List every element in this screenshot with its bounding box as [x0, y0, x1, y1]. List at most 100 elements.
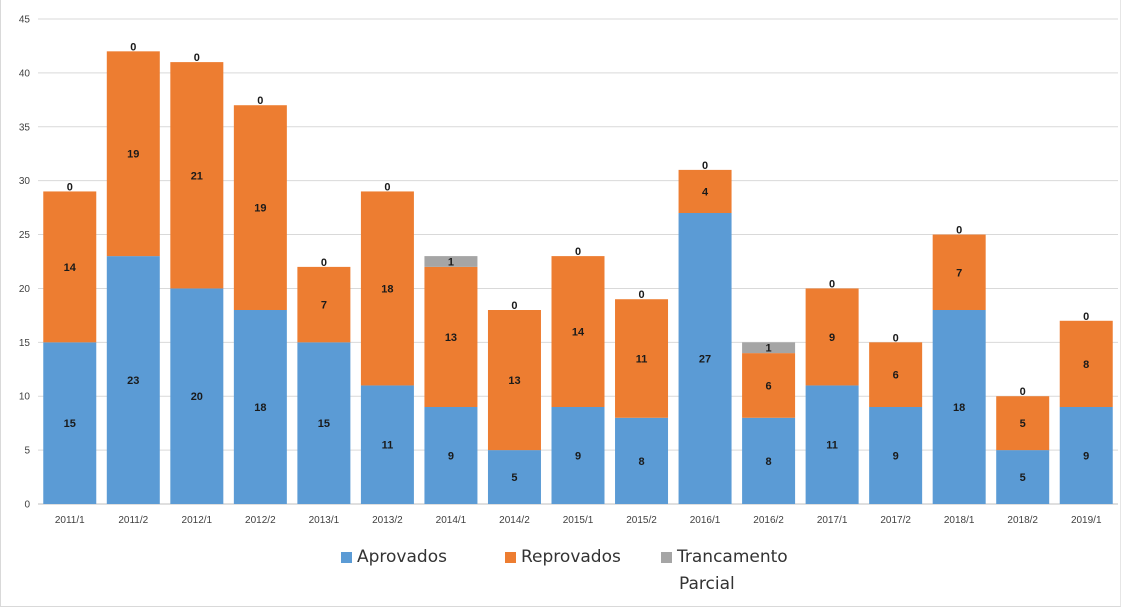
data-label: 19 [254, 203, 266, 215]
data-label: 0 [257, 95, 263, 107]
x-tick-label: 2019/1 [1071, 515, 1102, 526]
data-label: 0 [194, 52, 200, 64]
bar-segment-reprovados [996, 396, 1050, 451]
data-labels: 1514023190202101819015701118091315130914… [64, 41, 1090, 484]
bar-segment-reprovados [1059, 320, 1113, 407]
bar-segment-reprovados [170, 62, 224, 289]
x-tick-label: 2011/1 [55, 515, 85, 526]
y-tick-label: 5 [24, 446, 30, 457]
data-label: 18 [254, 402, 266, 414]
legend-swatch-aprovados [341, 552, 352, 563]
x-tick-label: 2013/1 [309, 515, 340, 526]
bar-segment-aprovados [170, 288, 224, 504]
y-tick-label: 0 [24, 500, 30, 511]
x-tick-label: 2014/2 [499, 515, 530, 526]
data-label: 0 [67, 181, 73, 193]
data-label: 14 [572, 327, 585, 339]
bar-segment-aprovados [1059, 407, 1113, 504]
data-label: 5 [511, 472, 517, 484]
data-label: 0 [638, 289, 644, 301]
x-tick-label: 2015/2 [626, 515, 657, 526]
bar-segment-reprovados [742, 353, 796, 418]
data-label: 11 [636, 354, 648, 366]
legend-label-aprovados: Aprovados [357, 547, 447, 567]
data-label: 0 [384, 181, 390, 193]
data-label: 21 [191, 170, 203, 182]
x-tick-label: 2012/1 [182, 515, 213, 526]
legend-label-trancamento-line1: Trancamento [677, 547, 788, 567]
bar-segment-reprovados [869, 342, 923, 407]
bar-segment-aprovados [869, 407, 923, 504]
bar-segment-reprovados [297, 266, 351, 343]
data-label: 15 [64, 418, 76, 430]
data-label: 6 [893, 370, 899, 382]
data-label: 23 [127, 375, 139, 387]
data-label: 11 [826, 440, 838, 452]
bar-segment-reprovados [106, 51, 160, 257]
y-tick-label: 40 [19, 68, 31, 79]
data-label: 18 [953, 402, 965, 414]
bar-segment-aprovados [996, 450, 1050, 504]
data-label: 0 [511, 300, 517, 312]
bars [43, 51, 1113, 504]
bar-segment-trancamento-parcial [424, 256, 478, 267]
data-label: 0 [829, 278, 835, 290]
legend-swatch-trancamento-parcial [661, 552, 672, 563]
data-label: 13 [508, 375, 520, 387]
y-tick-label: 45 [19, 15, 31, 26]
bar-segment-aprovados [106, 256, 160, 504]
y-axis-ticks: 0 5 10 15 20 25 30 35 40 45 [19, 15, 31, 511]
data-label: 13 [445, 332, 457, 344]
x-tick-label: 2017/2 [880, 515, 911, 526]
y-tick-label: 15 [19, 338, 31, 349]
x-tick-label: 2011/2 [118, 515, 148, 526]
data-label: 0 [130, 41, 136, 53]
bar-segment-aprovados [297, 342, 351, 504]
data-label: 0 [321, 257, 327, 269]
bar-segment-reprovados [805, 288, 859, 386]
bar-segment-reprovados [360, 191, 414, 386]
y-tick-label: 30 [19, 176, 31, 187]
data-label: 0 [1020, 386, 1026, 398]
legend-swatch-reprovados [505, 552, 516, 563]
data-label: 1 [448, 257, 454, 269]
data-label: 15 [318, 418, 330, 430]
data-label: 27 [699, 354, 711, 366]
x-tick-label: 2017/1 [817, 515, 848, 526]
bar-segment-reprovados [551, 256, 605, 407]
bar-segment-aprovados [615, 417, 669, 504]
bar-segment-aprovados [805, 385, 859, 504]
data-label: 19 [127, 149, 139, 161]
x-tick-label: 2015/1 [563, 515, 594, 526]
data-label: 8 [1083, 359, 1089, 371]
data-label: 0 [575, 246, 581, 258]
bar-segment-aprovados [551, 407, 605, 504]
data-label: 8 [638, 456, 644, 468]
x-tick-label: 2013/2 [372, 515, 403, 526]
data-label: 14 [64, 262, 77, 274]
data-label: 20 [191, 391, 203, 403]
data-label: 5 [1020, 418, 1026, 430]
x-axis-ticks: 2011/1 2011/2 2012/1 2012/2 2013/1 2013/2 2014… [55, 515, 1102, 526]
bar-segment-aprovados [678, 213, 732, 504]
y-tick-label: 10 [19, 392, 31, 403]
bar-segment-aprovados [43, 342, 97, 504]
bar-segment-aprovados [487, 450, 541, 504]
data-label: 7 [321, 300, 327, 312]
data-label: 9 [829, 332, 835, 344]
bar-segment-aprovados [233, 310, 287, 504]
data-label: 9 [575, 451, 581, 463]
legend-label-reprovados: Reprovados [521, 547, 621, 567]
data-label: 8 [766, 456, 772, 468]
data-label: 9 [448, 451, 454, 463]
data-label: 0 [893, 332, 899, 344]
data-label: 11 [382, 440, 394, 452]
bar-segment-aprovados [424, 407, 478, 504]
data-label: 0 [956, 225, 962, 237]
bar-segment-aprovados [360, 385, 414, 504]
x-tick-label: 2018/1 [944, 515, 975, 526]
bar-segment-aprovados [932, 310, 986, 504]
data-label: 0 [702, 160, 708, 172]
y-tick-label: 35 [19, 122, 31, 133]
